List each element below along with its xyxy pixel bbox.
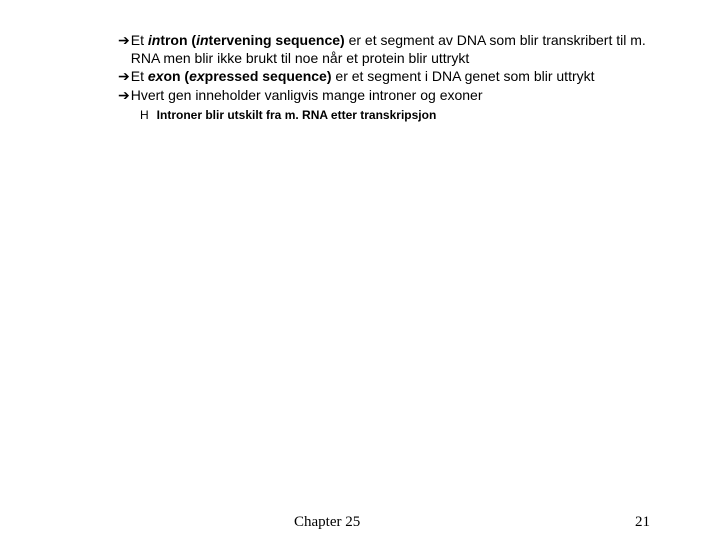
bullet-text-3: Hvert gen inneholder vanligvis mange int… bbox=[131, 87, 678, 105]
sub-bullet-marker-icon: H bbox=[140, 108, 149, 122]
bullet-item-1: ➔ Et intron (intervening sequence) er et… bbox=[118, 32, 678, 67]
arrow-icon: ➔ bbox=[118, 32, 130, 67]
page-number: 21 bbox=[635, 514, 650, 531]
bullet-item-3: ➔ Hvert gen inneholder vanligvis mange i… bbox=[118, 87, 678, 105]
chapter-label: Chapter 25 bbox=[294, 514, 360, 531]
sub-bullet-item: H Introner blir utskilt fra m. RNA etter… bbox=[140, 108, 678, 122]
sub-bullet-text: Introner blir utskilt fra m. RNA etter t… bbox=[157, 108, 437, 122]
arrow-icon: ➔ bbox=[118, 68, 130, 86]
bullet-text-2: Et exon (expressed sequence) er et segme… bbox=[131, 68, 678, 86]
arrow-icon: ➔ bbox=[118, 87, 130, 105]
bullet-text-1: Et intron (intervening sequence) er et s… bbox=[131, 32, 678, 67]
bullet-item-2: ➔ Et exon (expressed sequence) er et seg… bbox=[118, 68, 678, 86]
slide-content: ➔ Et intron (intervening sequence) er et… bbox=[118, 32, 678, 122]
